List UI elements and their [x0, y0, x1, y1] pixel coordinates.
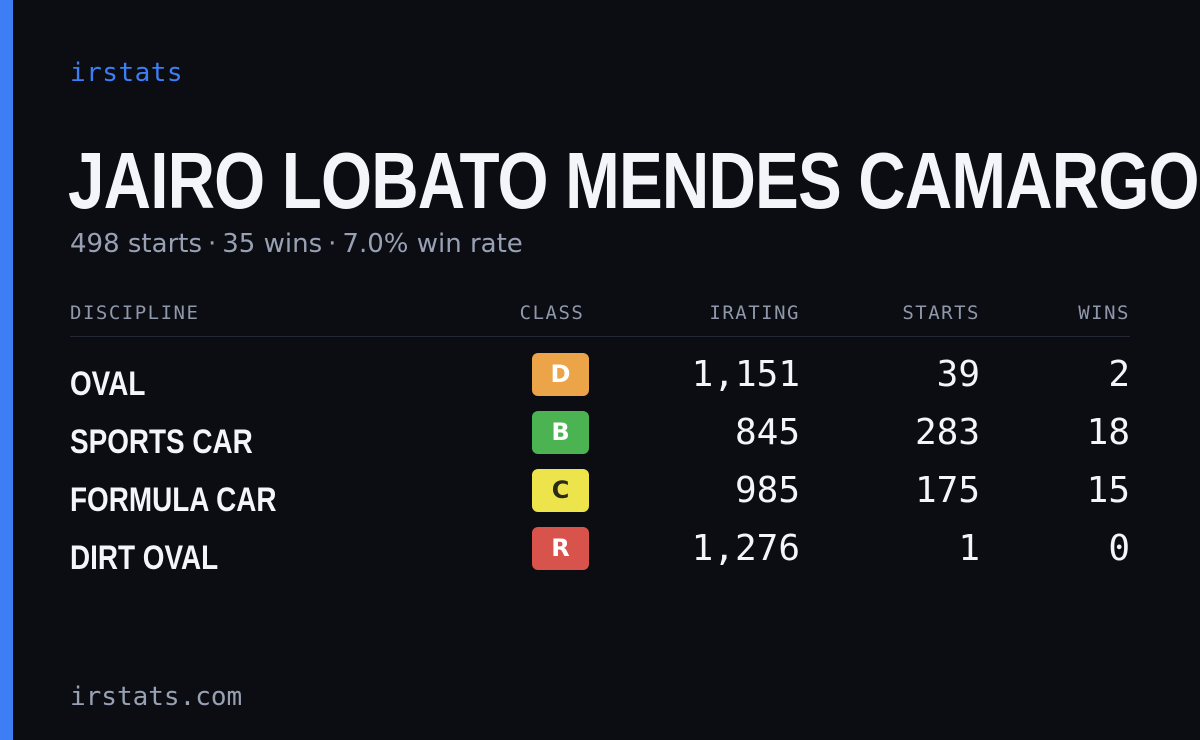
wins-value: 2 — [1108, 354, 1130, 395]
summary-win-rate: 7.0% win rate — [342, 229, 523, 259]
discipline-table: DISCIPLINE CLASS IRATING STARTS WINS OVA… — [70, 296, 1130, 585]
header-irating: IRATING — [709, 302, 800, 324]
table-body: OVAL D 1,151 39 2 SPORTS CAR B 845 283 1… — [70, 337, 1130, 585]
table-row: OVAL D 1,151 39 2 — [70, 353, 1130, 411]
irating-value: 985 — [734, 470, 800, 511]
discipline-name: OVAL — [70, 365, 146, 403]
irating-value: 1,151 — [691, 354, 800, 395]
table-row: FORMULA CAR C 985 175 15 — [70, 469, 1130, 527]
header-discipline: DISCIPLINE — [70, 302, 200, 324]
summary-wins: 35 wins — [222, 229, 323, 259]
footer-url: irstats.com — [70, 682, 243, 712]
table-row: DIRT OVAL R 1,276 1 0 — [70, 527, 1130, 585]
summary-separator: · — [208, 229, 217, 259]
wins-value: 18 — [1086, 412, 1130, 453]
driver-name: JAIRO LOBATO MENDES CAMARGO — [68, 136, 1200, 225]
starts-value: 39 — [936, 354, 980, 395]
header-starts: STARTS — [902, 302, 980, 324]
irating-value: 845 — [734, 412, 800, 453]
class-badge: D — [532, 353, 589, 396]
discipline-name: DIRT OVAL — [70, 539, 219, 577]
class-badge: C — [532, 469, 589, 512]
discipline-name: SPORTS CAR — [70, 423, 253, 461]
table-row: SPORTS CAR B 845 283 18 — [70, 411, 1130, 469]
summary-starts: 498 starts — [70, 229, 202, 259]
table-header: DISCIPLINE CLASS IRATING STARTS WINS — [70, 296, 1130, 337]
wins-value: 15 — [1086, 470, 1130, 511]
wins-value: 0 — [1108, 528, 1130, 569]
driver-summary: 498 starts · 35 wins · 7.0% win rate — [70, 226, 523, 262]
starts-value: 283 — [914, 412, 980, 453]
header-wins: WINS — [1078, 302, 1130, 324]
accent-bar — [0, 0, 13, 740]
summary-separator: · — [328, 229, 337, 259]
class-badge: R — [532, 527, 589, 570]
header-class: CLASS — [519, 302, 585, 324]
brand-logo: irstats — [70, 58, 184, 88]
irating-value: 1,276 — [691, 528, 800, 569]
starts-value: 1 — [958, 528, 980, 569]
class-badge: B — [532, 411, 589, 454]
starts-value: 175 — [914, 470, 980, 511]
discipline-name: FORMULA CAR — [70, 481, 277, 519]
